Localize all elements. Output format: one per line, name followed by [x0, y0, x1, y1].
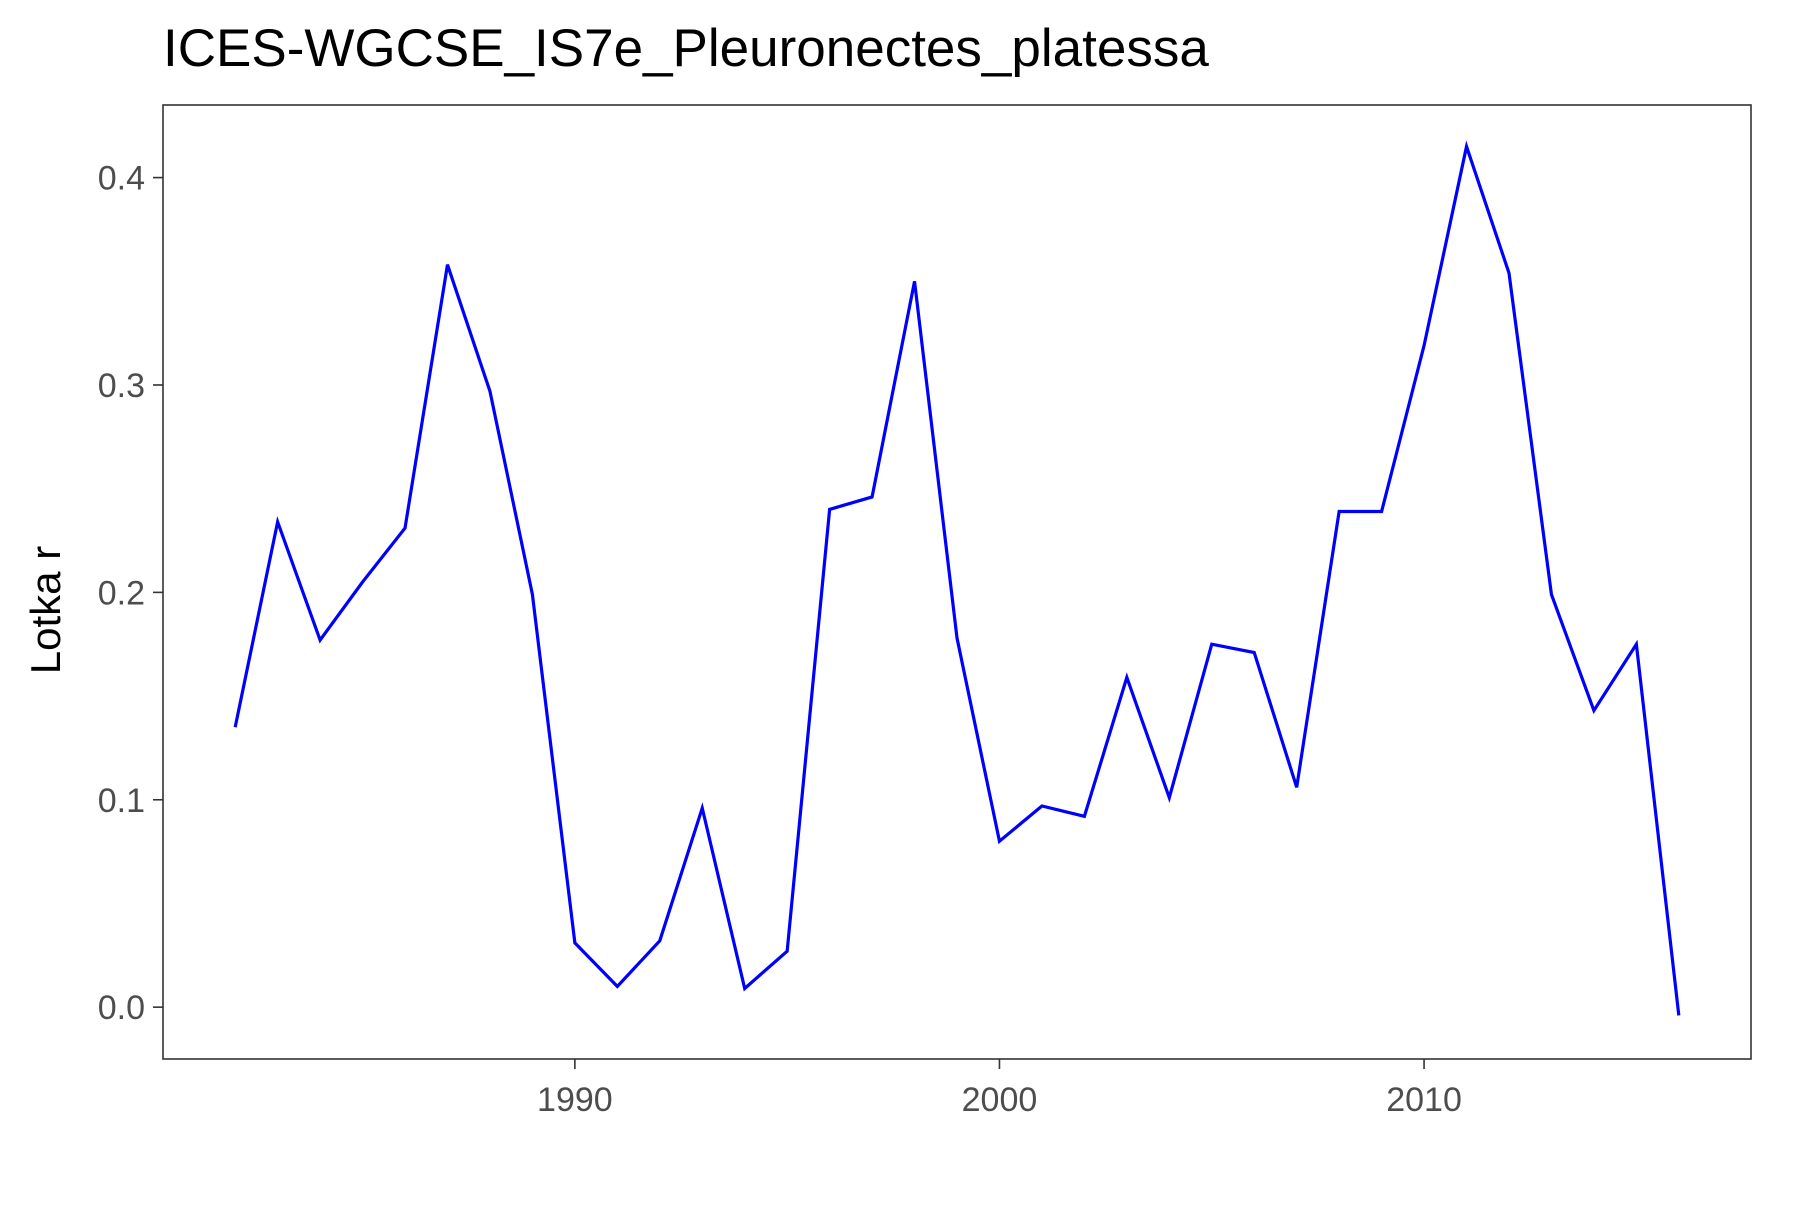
x-tick-label: 1990 [537, 1081, 613, 1119]
x-axis: 1990 2000 2010 [537, 1059, 1462, 1119]
x-tick-label: 2000 [962, 1081, 1038, 1119]
y-tick-label: 0.0 [98, 989, 145, 1027]
y-tick-label: 0.2 [98, 574, 145, 612]
y-axis-label: Lotka r [22, 546, 69, 674]
y-axis: 0.0 0.1 0.2 0.3 0.4 [98, 160, 163, 1027]
y-tick-label: 0.3 [98, 367, 145, 405]
x-tick-label: 2010 [1386, 1081, 1462, 1119]
y-tick-label: 0.1 [98, 782, 145, 820]
plot-panel [162, 104, 1752, 1060]
y-tick-label: 0.4 [98, 160, 145, 198]
series-line [233, 140, 1681, 1016]
series-layer [233, 140, 1681, 1016]
chart-title: ICES-WGCSE_IS7e_Pleuronectes_platessa [163, 19, 1209, 78]
